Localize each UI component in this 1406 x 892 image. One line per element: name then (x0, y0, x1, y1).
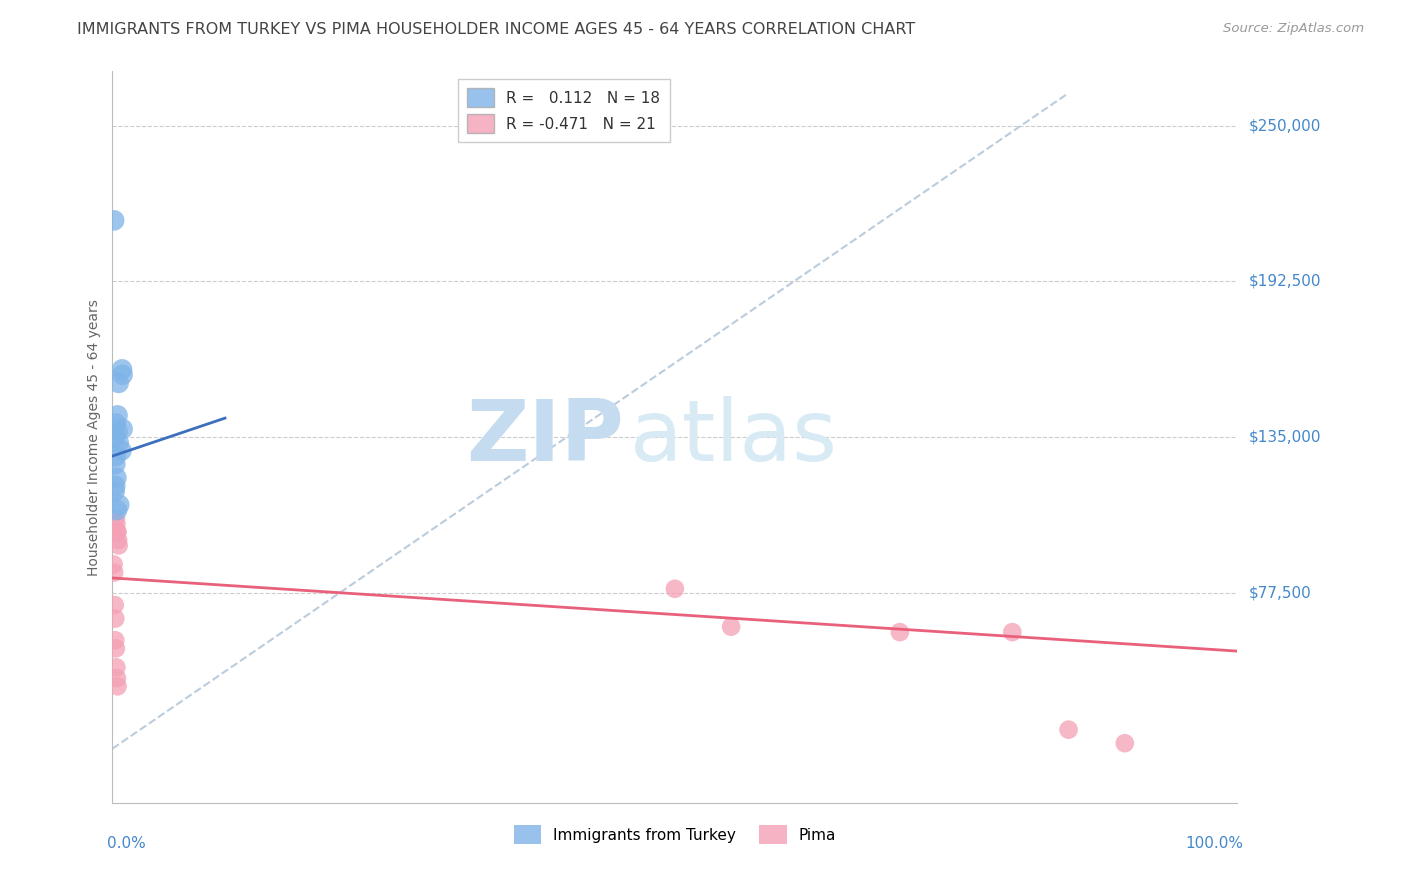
Point (1114, 736, 1136, 750)
Point (104, 417, 127, 431)
Text: $250,000: $250,000 (1249, 118, 1320, 133)
Legend: Immigrants from Turkey, Pima: Immigrants from Turkey, Pima (508, 819, 842, 850)
Point (889, 625, 911, 640)
Point (107, 376, 129, 390)
Point (720, 620, 742, 634)
Point (107, 425, 129, 439)
Point (108, 498, 131, 512)
Point (107, 533, 129, 547)
Point (110, 443, 132, 458)
Text: 0.0%: 0.0% (107, 836, 146, 851)
Point (104, 479, 127, 493)
Point (104, 484, 127, 499)
Point (107, 679, 129, 693)
Point (103, 566, 125, 580)
Text: IMMIGRANTS FROM TURKEY VS PIMA HOUSEHOLDER INCOME AGES 45 - 64 YEARS CORRELATION: IMMIGRANTS FROM TURKEY VS PIMA HOUSEHOLD… (77, 22, 915, 37)
Point (105, 503, 128, 517)
Text: $77,500: $77,500 (1249, 585, 1312, 600)
Point (105, 516, 128, 531)
Point (104, 457, 127, 471)
Point (107, 435, 129, 450)
Point (103, 558, 125, 572)
Point (104, 598, 127, 612)
Point (104, 641, 127, 656)
Text: Source: ZipAtlas.com: Source: ZipAtlas.com (1223, 22, 1364, 36)
Point (104, 430, 127, 444)
Point (1001, 625, 1024, 640)
Point (111, 362, 134, 376)
Point (105, 471, 128, 485)
Point (104, 633, 127, 648)
Point (105, 524, 128, 539)
Point (111, 422, 134, 436)
Point (107, 409, 129, 423)
Point (107, 524, 129, 539)
Point (107, 538, 129, 552)
Point (105, 671, 128, 685)
Point (111, 368, 134, 382)
Point (664, 582, 686, 596)
Point (104, 511, 127, 525)
Text: atlas: atlas (630, 395, 838, 479)
Point (105, 660, 128, 674)
Point (103, 213, 125, 227)
Text: ZIP: ZIP (467, 395, 624, 479)
Y-axis label: Householder Income Ages 45 - 64 years: Householder Income Ages 45 - 64 years (87, 299, 101, 575)
Point (1057, 723, 1080, 737)
Text: $135,000: $135,000 (1249, 430, 1322, 444)
Point (104, 611, 127, 625)
Point (104, 449, 127, 463)
Text: 100.0%: 100.0% (1185, 836, 1243, 851)
Text: $192,500: $192,500 (1249, 274, 1322, 289)
